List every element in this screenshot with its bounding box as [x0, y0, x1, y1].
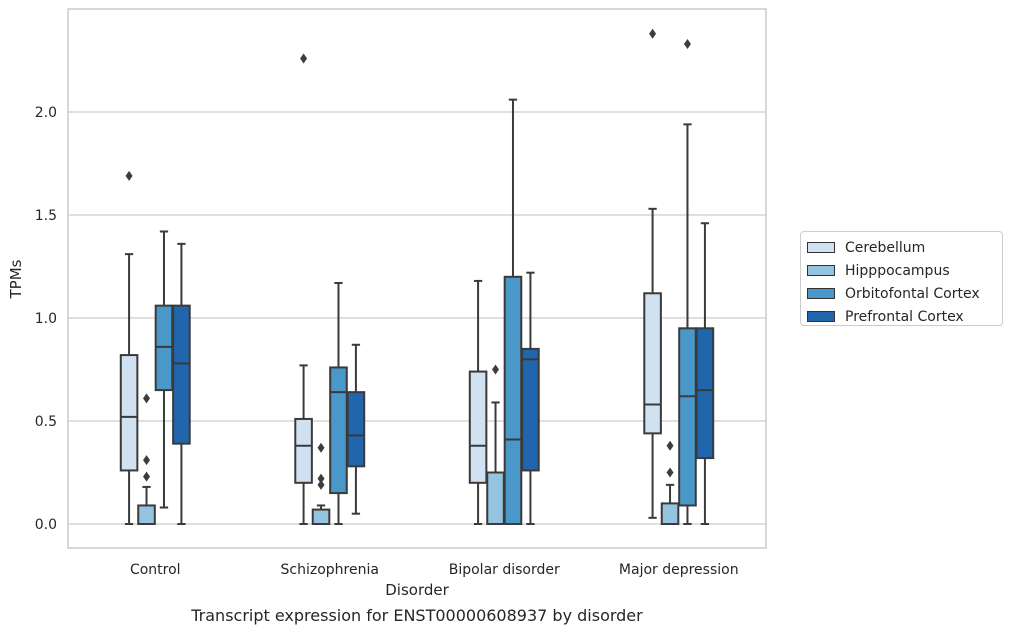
outlier-point	[683, 39, 691, 50]
outlier-point	[317, 479, 325, 490]
y-tick-labels: 0.0 0.5 1.0 1.5 2.0	[35, 105, 57, 533]
box-prefrontal-cortex	[346, 343, 366, 515]
box-body	[294, 417, 313, 484]
box-hipppocampus	[137, 393, 156, 525]
box-hipppocampus	[311, 442, 331, 525]
box-body	[678, 327, 697, 507]
x-tick-label: Schizophrenia	[281, 562, 379, 578]
legend-swatch	[807, 288, 835, 299]
legend-swatch	[807, 242, 835, 253]
outlier-point	[143, 455, 151, 466]
outlier-point	[300, 53, 308, 64]
y-tick-label: 0.0	[35, 517, 57, 533]
outlier-point	[143, 471, 151, 482]
box-cerebellum	[468, 279, 488, 525]
outlier-point	[317, 473, 325, 484]
chart-caption: Transcript expression for ENST0000060893…	[191, 606, 643, 625]
x-tick-label: Major depression	[619, 562, 739, 578]
box-body	[154, 304, 174, 392]
box-body	[643, 292, 662, 435]
y-tick-label: 1.0	[35, 311, 57, 327]
legend-item: Prefrontal Cortex	[807, 305, 1002, 328]
box-body	[695, 327, 715, 460]
x-tick-labels: Control Schizophrenia Bipolar disorder Majo…	[130, 562, 739, 578]
outlier-point	[666, 440, 674, 451]
box-prefrontal-cortex	[695, 222, 715, 525]
box-body	[521, 347, 540, 472]
x-axis-label: Disorder	[385, 581, 449, 599]
box-prefrontal-cortex	[172, 242, 191, 525]
box-body	[137, 504, 156, 525]
box-body	[311, 508, 331, 525]
box-body	[346, 391, 366, 468]
box-cerebellum	[119, 170, 139, 525]
legend-label: Cerebellum	[845, 239, 926, 256]
y-tick-label: 2.0	[35, 105, 57, 121]
box-body	[660, 502, 680, 525]
x-tick-label: Control	[130, 562, 181, 578]
outlier-point	[143, 393, 151, 404]
legend-swatch	[807, 265, 835, 276]
legend-item: Orbitofontal Cortex	[807, 282, 1002, 305]
box-body	[172, 304, 191, 445]
box-hipppocampus	[486, 364, 505, 525]
legend-item: Hipppocampus	[807, 259, 1002, 282]
box-prefrontal-cortex	[521, 271, 540, 525]
y-tick-label: 0.5	[35, 414, 57, 430]
box-orbitofontal-cortex	[503, 98, 523, 525]
box-orbitofontal-cortex	[678, 39, 697, 525]
legend: Cerebellum Hipppocampus Orbitofontal Corte…	[800, 231, 1003, 326]
plot-frame	[67, 8, 767, 549]
box-body	[468, 370, 488, 484]
box-body	[503, 275, 523, 525]
legend-label: Orbitofontal Cortex	[845, 285, 980, 302]
x-tick-label: Bipolar disorder	[449, 562, 560, 578]
legend-label: Prefrontal Cortex	[845, 308, 964, 325]
legend-label: Hipppocampus	[845, 262, 950, 279]
box-cerebellum	[643, 28, 662, 519]
outlier-point	[317, 442, 325, 453]
outlier-point	[125, 170, 133, 181]
legend-item: Cerebellum	[807, 236, 1002, 259]
box-body	[486, 471, 505, 525]
box-orbitofontal-cortex	[154, 230, 174, 509]
y-axis-label: TPMs	[7, 259, 25, 299]
outlier-point	[649, 28, 657, 39]
legend-swatch	[807, 311, 835, 322]
outlier-point	[666, 467, 674, 478]
y-tick-label: 1.5	[35, 208, 57, 224]
box-body	[329, 366, 348, 495]
box-orbitofontal-cortex	[329, 281, 348, 525]
plot-area	[119, 28, 715, 525]
box-body	[119, 354, 139, 472]
outlier-point	[492, 364, 500, 375]
box-hipppocampus	[660, 440, 680, 525]
box-cerebellum	[294, 53, 313, 525]
